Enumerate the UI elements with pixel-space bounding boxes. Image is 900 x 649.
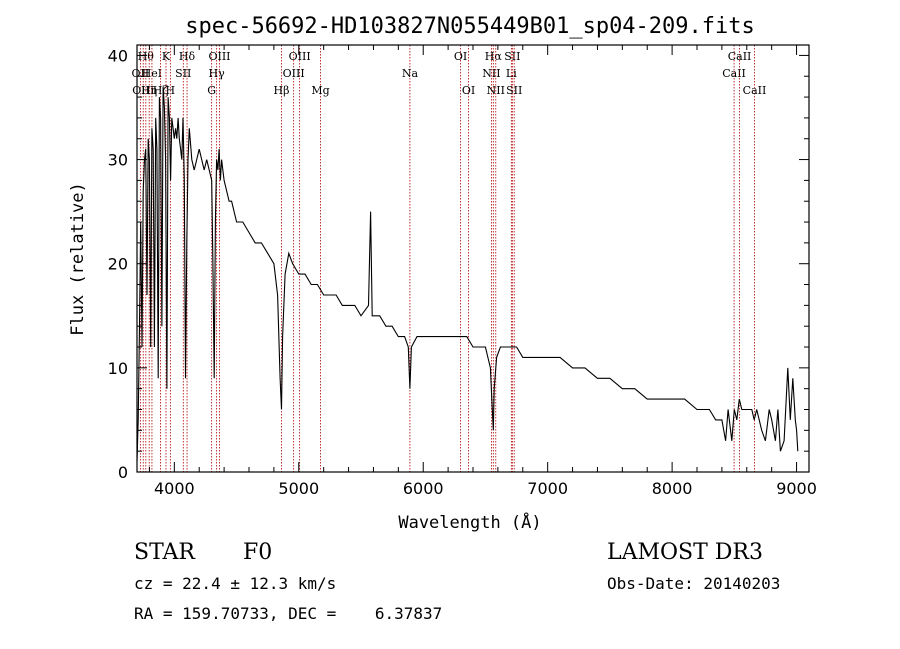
y-tick-label-4: 40 bbox=[108, 46, 128, 65]
line-label-20: NII bbox=[482, 67, 500, 80]
line-label-5: Hζ bbox=[153, 84, 169, 97]
spectrum-line bbox=[136, 86, 799, 462]
x-tick-label-3: 7000 bbox=[527, 479, 568, 498]
line-label-12: OIII bbox=[208, 50, 230, 63]
y-tick-label-0: 0 bbox=[118, 463, 128, 482]
line-label-1: OIII bbox=[132, 84, 154, 97]
line-label-28: CaII bbox=[743, 84, 767, 97]
chart-title: spec-56692-HD103827N055449B01_sp04-209.f… bbox=[185, 14, 755, 39]
x-tick-label-5: 9000 bbox=[776, 479, 817, 498]
line-label-14: OIII bbox=[283, 67, 305, 80]
line-label-27: CaII bbox=[728, 50, 752, 63]
line-label-8: SII bbox=[175, 67, 191, 80]
y-tick-label-3: 30 bbox=[108, 151, 128, 170]
line-label-19: OI bbox=[462, 84, 475, 97]
x-axis-label: Wavelength (Å) bbox=[398, 511, 541, 533]
y-axis-label: Flux (relative) bbox=[68, 182, 88, 336]
line-label-11: Hγ bbox=[209, 67, 226, 80]
survey-name: LAMOST DR3 bbox=[607, 540, 763, 565]
line-label-0: OII bbox=[132, 67, 150, 80]
y-tick-label-1: 10 bbox=[108, 359, 128, 378]
plot-frame bbox=[136, 44, 810, 473]
line-label-17: Na bbox=[402, 67, 419, 80]
y-tick-label-2: 20 bbox=[108, 255, 128, 274]
line-label-18: OI bbox=[454, 50, 467, 63]
line-label-4: HeI bbox=[142, 67, 162, 80]
line-label-2: Hθ bbox=[138, 50, 155, 63]
coordinates: RA = 159.70733, DEC = 6.37837 bbox=[134, 604, 443, 623]
line-label-3: Hη bbox=[141, 84, 157, 97]
line-label-25: SII bbox=[506, 84, 522, 97]
observation-date: Obs-Date: 20140203 bbox=[607, 574, 781, 593]
line-label-21: Hα bbox=[485, 50, 503, 63]
axis-ticks: 4000 5000 6000 7000 8000 9000 0 10 20 30 40 bbox=[108, 45, 817, 498]
line-label-16: Mg bbox=[311, 84, 329, 97]
line-label-13: Hβ bbox=[274, 84, 290, 97]
line-label-22: NII bbox=[487, 84, 505, 97]
x-tick-label-4: 8000 bbox=[652, 479, 693, 498]
line-label-9: Hδ bbox=[179, 50, 196, 63]
x-tick-label-1: 5000 bbox=[278, 479, 319, 498]
line-label-26: CaII bbox=[722, 67, 746, 80]
x-tick-label-0: 4000 bbox=[154, 479, 195, 498]
line-label-10: G bbox=[207, 84, 216, 97]
redshift-cz: cz = 22.4 ± 12.3 km/s bbox=[134, 574, 337, 593]
line-label-6: K bbox=[162, 50, 171, 63]
object-class: STAR bbox=[134, 540, 195, 565]
x-tick-label-2: 6000 bbox=[403, 479, 444, 498]
line-label-23: Li bbox=[506, 67, 517, 80]
line-label-24: SII bbox=[504, 50, 520, 63]
spectral-subclass: F0 bbox=[243, 540, 273, 565]
emission-line-markers: OII OIII Hθ Hη HeI Hζ K H SII Hδ G Hγ OIII Hβ OIII OIII… bbox=[132, 45, 767, 472]
line-label-7: H bbox=[166, 84, 176, 97]
line-label-15: OIII bbox=[289, 50, 311, 63]
